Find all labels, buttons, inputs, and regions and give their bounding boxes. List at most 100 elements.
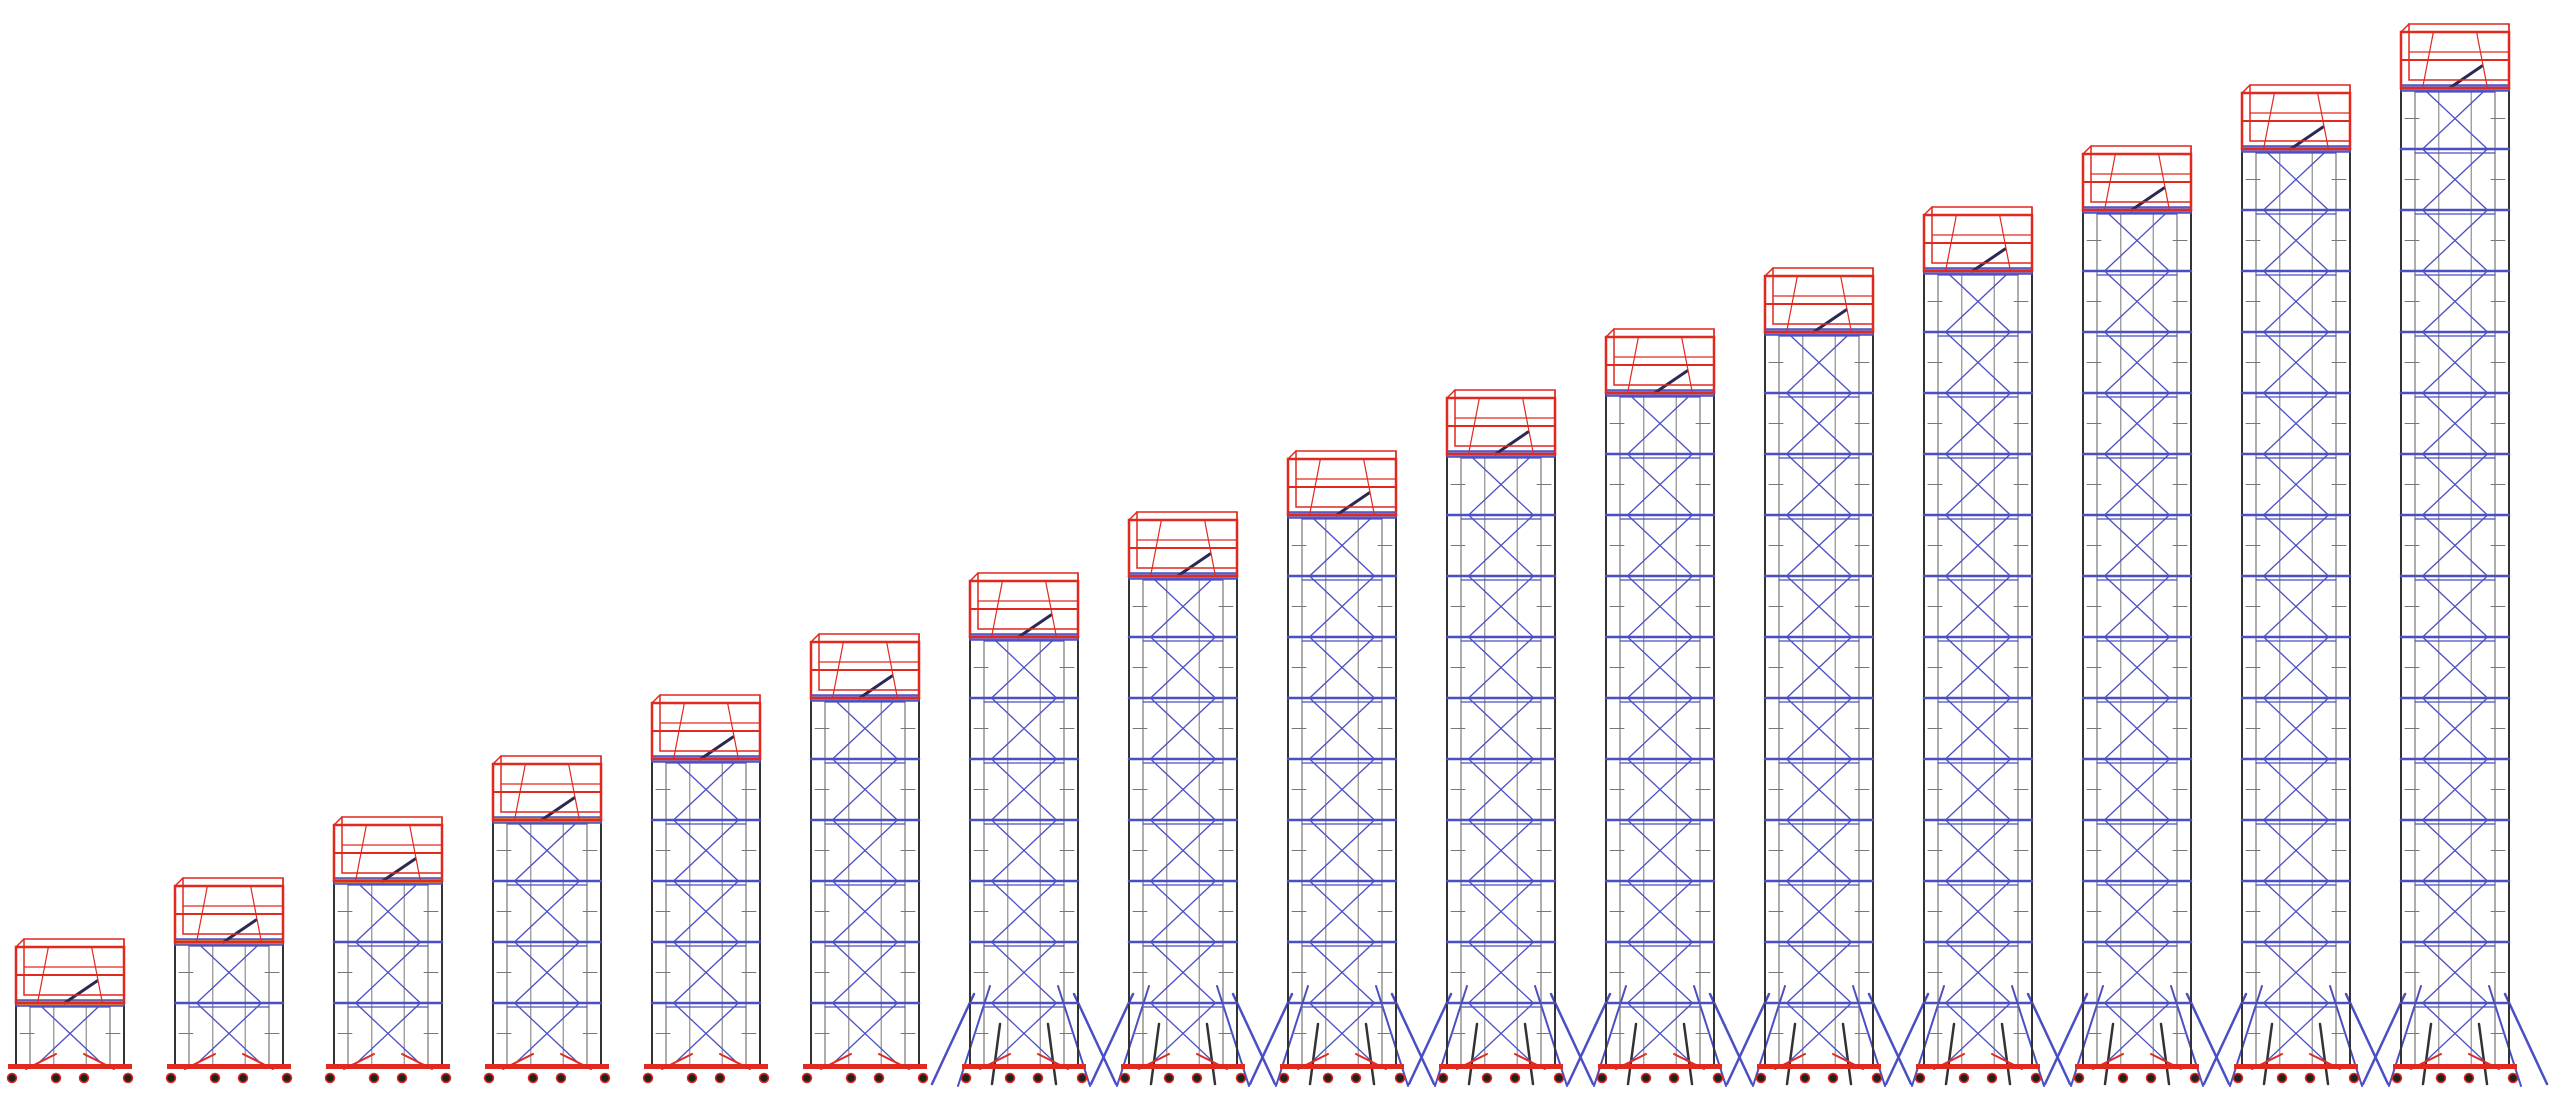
cross-brace [2421, 697, 2489, 760]
wheel [1596, 1072, 1608, 1084]
guardrail-corner [810, 633, 820, 643]
outrigger [1407, 992, 1453, 1086]
outrigger [1884, 992, 1930, 1086]
cross-brace [1785, 697, 1853, 760]
guardrail-corner [969, 572, 979, 582]
cross-brace [2262, 514, 2330, 577]
base-strut [2092, 1053, 2124, 1070]
outrigger [1089, 992, 1135, 1086]
guardrail-corner [1446, 389, 1456, 399]
cross-brace [1308, 636, 1376, 699]
cross-brace [1149, 880, 1217, 943]
cross-brace [672, 941, 740, 1004]
base-strut [2410, 1053, 2442, 1070]
cross-brace [990, 880, 1058, 943]
cross-brace [990, 697, 1058, 760]
base-strut [242, 1053, 274, 1070]
wheel [1640, 1072, 1652, 1084]
cross-brace [2421, 453, 2489, 516]
scaffold-tower [2361, 23, 2549, 1087]
cross-brace [195, 1002, 263, 1065]
guardrail-post [1521, 397, 1535, 455]
guardrail-post [1839, 275, 1853, 333]
wheel [801, 1072, 813, 1084]
wheel [2391, 1072, 2403, 1084]
cross-brace [990, 1002, 1058, 1065]
wheel [1191, 1072, 1203, 1084]
cross-brace [1944, 880, 2012, 943]
ladder-hatch [699, 735, 735, 761]
outrigger [2344, 992, 2390, 1086]
cross-brace [2262, 819, 2330, 882]
cross-brace [1149, 758, 1217, 821]
guardrail-post [2422, 31, 2434, 89]
cross-brace [2262, 209, 2330, 272]
outrigger [1593, 985, 1627, 1087]
wheel [368, 1072, 380, 1084]
cross-brace [2421, 636, 2489, 699]
cross-brace [1467, 636, 1535, 699]
outrigger [1072, 992, 1118, 1086]
guardrail-post [1785, 275, 1799, 333]
outrigger [1467, 1022, 1479, 1086]
cross-brace [672, 819, 740, 882]
wheel [642, 1072, 654, 1084]
wheel [917, 1072, 929, 1084]
base-strut [1297, 1053, 1329, 1070]
scaffold-tower [1725, 267, 1913, 1087]
wheel [1509, 1072, 1521, 1084]
outrigger [1205, 1022, 1217, 1086]
outrigger [2318, 1022, 2330, 1086]
cross-brace [2421, 1002, 2489, 1065]
guardrail-post [2104, 153, 2116, 211]
outrigger [2159, 1022, 2171, 1086]
cross-brace [1626, 758, 1694, 821]
outrigger [2503, 992, 2549, 1086]
base-strut [878, 1053, 910, 1070]
wheel [599, 1072, 611, 1084]
base-frame [485, 1064, 609, 1069]
wheel [686, 1072, 698, 1084]
cross-brace [1149, 1002, 1217, 1065]
cross-brace [1149, 636, 1217, 699]
ladder-hatch [858, 674, 894, 700]
cross-brace [672, 758, 740, 821]
outrigger [1248, 992, 1294, 1086]
cross-brace [1785, 575, 1853, 638]
cross-brace [1785, 636, 1853, 699]
wheel [122, 1072, 134, 1084]
cross-brace [513, 1002, 581, 1065]
cross-brace [2103, 331, 2171, 394]
cross-brace [1626, 575, 1694, 638]
scaffold-tower [801, 633, 929, 1084]
wheel [2073, 1072, 2085, 1084]
cross-brace [1467, 1002, 1535, 1065]
cross-brace [1944, 270, 2012, 333]
wheel [1032, 1072, 1044, 1084]
wheel [2435, 1072, 2447, 1084]
cross-brace [1149, 575, 1217, 638]
ladder-hatch [1017, 613, 1053, 639]
cross-brace [1944, 453, 2012, 516]
base-frame [1439, 1064, 1563, 1069]
cross-brace [2262, 880, 2330, 943]
outrigger [1852, 985, 1886, 1087]
base-strut [661, 1053, 693, 1070]
base-frame [1757, 1064, 1881, 1069]
wheel [527, 1072, 539, 1084]
cross-brace [2421, 331, 2489, 394]
wheel [209, 1072, 221, 1084]
cross-brace [1785, 819, 1853, 882]
outrigger [2011, 985, 2045, 1087]
wheel [555, 1072, 567, 1084]
cross-brace [354, 1002, 422, 1065]
guardrail-corner [15, 938, 25, 948]
scaffold-tower [165, 877, 293, 1084]
scaffold-tower [1248, 450, 1436, 1087]
wheel [960, 1072, 972, 1084]
cross-brace [831, 697, 899, 760]
cross-brace [1626, 880, 1694, 943]
cross-brace [2103, 819, 2171, 882]
cross-brace [2103, 880, 2171, 943]
outrigger [1626, 1022, 1638, 1086]
